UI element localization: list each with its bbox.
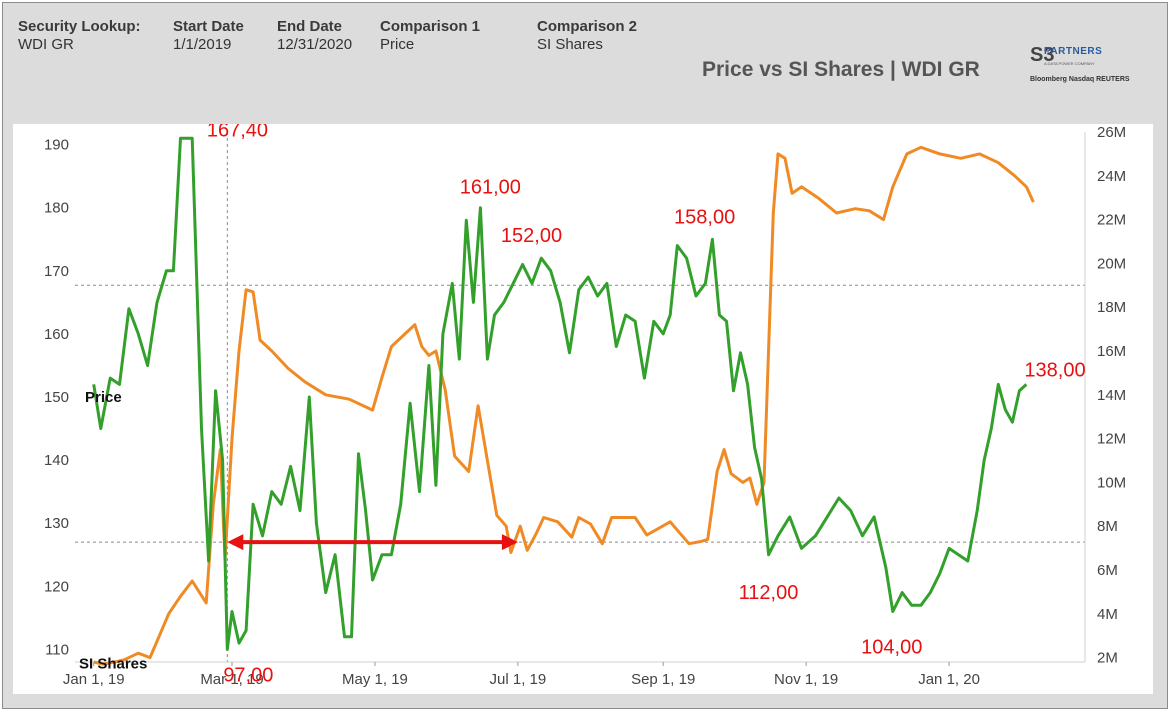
si-shares-series-line <box>93 145 1035 666</box>
logo-mark: S3 <box>1030 44 1055 66</box>
y-right-tick-label: 8M <box>1097 518 1118 535</box>
security-lookup-field: Security Lookup: WDI GR <box>18 18 141 54</box>
axis-layer: 190 180 170 160 150 140 130 120 110 26M 24M 22M 20M 1… <box>44 124 1126 688</box>
value-annotation-label: 138,00 <box>1024 359 1085 381</box>
y-right-tick-label: 16M <box>1097 343 1126 360</box>
x-tick-label: Mar 1, 19 <box>200 671 263 688</box>
grid-layer <box>75 132 1086 663</box>
s3-partners-logo: S3 PARTNERS A DATA POWER COMPANY Bloombe… <box>1030 44 1142 90</box>
comparison-1-value: Price <box>380 36 415 53</box>
y-right-axis-title: SI Shares <box>79 655 147 672</box>
y-right-tick-label: 26M <box>1097 124 1126 141</box>
comparison-2-label: Comparison 2 <box>537 18 638 35</box>
y-right-tick-label: 2M <box>1097 650 1118 667</box>
start-date-field: Start Date 1/1/2019 <box>173 18 244 54</box>
series-layer <box>92 136 1035 666</box>
annotation-layer: 167,40 97,00 161,00 152,00 158,00 112,00 104,0… <box>207 119 1086 686</box>
logo-tagline: A DATA POWER COMPANY <box>1044 61 1095 66</box>
y-left-tick-label: 120 <box>44 578 69 595</box>
y-right-tick-label: 10M <box>1097 474 1126 491</box>
y-right-tick-label: 14M <box>1097 387 1126 404</box>
comparison-1-field: Comparison 1 Price <box>380 18 480 54</box>
start-date-value: 1/1/2019 <box>173 36 232 53</box>
value-annotation-label: 112,00 <box>739 582 799 604</box>
y-left-axis-title: Price <box>85 389 122 406</box>
y-right-tick-label: 4M <box>1097 606 1118 623</box>
x-tick-label: Jan 1, 20 <box>918 671 980 688</box>
security-lookup-value: WDI GR <box>18 36 74 53</box>
value-annotation-label: 104,00 <box>861 637 922 659</box>
y-left-tick-label: 110 <box>45 641 69 658</box>
comparison-2-field: Comparison 2 SI Shares <box>537 18 637 54</box>
price-vs-si-chart: 190 180 170 160 150 140 130 120 110 26M 24M 22M 20M 1… <box>44 119 1126 688</box>
logo-name: PARTNERS <box>1044 46 1103 57</box>
end-date-label: End Date <box>277 18 343 35</box>
y-right-tick-label: 18M <box>1097 299 1126 316</box>
value-annotation-label: 152,00 <box>501 225 562 247</box>
x-tick-label: Jul 1, 19 <box>490 671 547 688</box>
y-left-tick-label: 140 <box>44 452 69 469</box>
y-right-tick-label: 24M <box>1097 168 1126 185</box>
value-annotation-label: 161,00 <box>460 177 521 199</box>
x-tick-label: Jan 1, 19 <box>63 671 125 688</box>
x-tick-label: Sep 1, 19 <box>631 671 695 688</box>
start-date-label: Start Date <box>173 18 244 35</box>
x-tick-label: Nov 1, 19 <box>774 671 838 688</box>
duration-arrow-head-right <box>501 534 518 551</box>
logo-brands: Bloomberg Nasdaq REUTERS <box>1030 76 1130 83</box>
y-left-tick-label: 190 <box>44 137 69 154</box>
x-tick-label: May 1, 19 <box>342 671 408 688</box>
chart-title: Price vs SI Shares | WDI GR <box>702 58 980 81</box>
y-left-tick-label: 150 <box>44 389 69 406</box>
value-annotation-label: 158,00 <box>674 206 735 228</box>
value-annotation-label: 97,00 <box>223 664 273 686</box>
y-left-tick-label: 160 <box>44 326 69 343</box>
security-lookup-label: Security Lookup: <box>18 18 141 35</box>
comparison-1-label: Comparison 1 <box>380 18 481 35</box>
value-annotation-label: 167,40 <box>207 124 268 141</box>
y-right-tick-label: 12M <box>1097 431 1126 448</box>
y-left-tick-label: 170 <box>44 263 69 280</box>
duration-arrow-head-left <box>227 534 244 551</box>
comparison-2-value: SI Shares <box>537 36 603 53</box>
y-right-tick-label: 6M <box>1097 562 1118 579</box>
end-date-field: End Date 12/31/2020 <box>277 18 352 54</box>
chart-panel: 190 180 170 160 150 140 130 120 110 26M 24M 22M 20M 1… <box>13 119 1153 694</box>
end-date-value: 12/31/2020 <box>277 36 353 53</box>
y-left-tick-label: 180 <box>44 200 69 217</box>
price-series-line <box>92 136 1028 651</box>
y-right-tick-label: 20M <box>1097 255 1126 272</box>
y-right-tick-label: 22M <box>1097 212 1126 229</box>
y-left-tick-label: 130 <box>44 515 69 532</box>
